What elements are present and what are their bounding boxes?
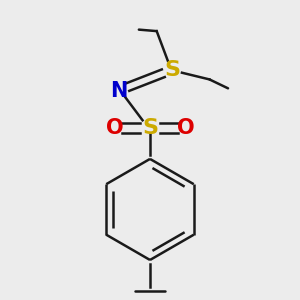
Text: O: O xyxy=(106,118,123,138)
Text: N: N xyxy=(110,81,128,100)
Text: O: O xyxy=(177,118,194,138)
Text: S: S xyxy=(164,60,180,80)
Text: S: S xyxy=(142,118,158,138)
